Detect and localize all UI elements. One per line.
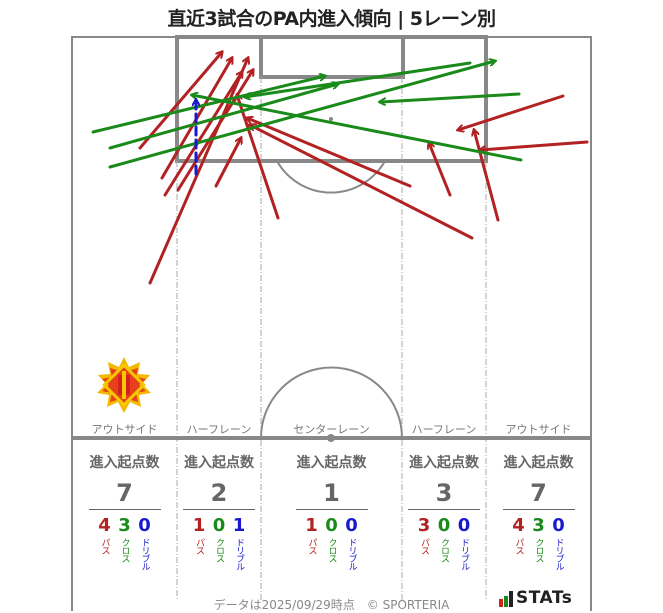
dribble-label: ドリブル <box>459 538 469 570</box>
pass-arrow <box>176 70 253 192</box>
stat-header: 進入起点数 <box>184 455 254 471</box>
stat-header: 進入起点数 <box>89 455 160 471</box>
pass-label: パス <box>306 538 317 554</box>
dribble-label: ドリブル <box>553 538 564 570</box>
lane-label-right-outside: アウトサイド <box>505 423 572 436</box>
footer-note: データは2025/09/29時点 © SPORTERIA <box>213 598 450 612</box>
cross-arrow <box>380 92 521 102</box>
stat-total: 1 <box>323 479 340 507</box>
pass-arrow <box>138 52 222 150</box>
team-crest-icon <box>97 357 151 413</box>
cross-arrow <box>108 61 495 169</box>
stat-header: 進入起点数 <box>409 455 479 471</box>
pass-count: 3 <box>417 515 431 536</box>
pass-arrow <box>148 58 248 285</box>
pass-label: パス <box>99 538 110 554</box>
center-spot <box>327 434 335 442</box>
cross-label: クロス <box>119 538 130 562</box>
pass-label: パス <box>419 538 429 554</box>
lane-label-center: センターレーン <box>293 423 370 436</box>
dribble-count: 0 <box>457 515 471 536</box>
lane-label-left-halfspace: ハーフレーン <box>186 423 252 436</box>
cross-count: 0 <box>325 515 338 536</box>
pass-count: 4 <box>512 515 525 536</box>
stat-total: 3 <box>435 479 453 507</box>
stat-header: 進入起点数 <box>296 455 367 471</box>
stat-total: 7 <box>116 479 133 507</box>
goal-area <box>259 35 405 79</box>
dribble-label: ドリブル <box>346 538 357 570</box>
cross-arrow <box>245 61 472 97</box>
stat-header: 進入起点数 <box>503 455 574 471</box>
cross-label: クロス <box>439 538 449 562</box>
dribble-label: ドリブル <box>234 538 244 570</box>
dribble-count: 0 <box>345 515 358 536</box>
pass-label: パス <box>194 538 204 554</box>
cross-count: 0 <box>212 515 226 536</box>
lane-label-right-halfspace: ハーフレーン <box>411 423 477 436</box>
lane-label-left-outside: アウトサイド <box>91 423 158 436</box>
stats-logo: STATs <box>499 589 572 607</box>
penalty-arc <box>276 160 386 194</box>
stat-total: 7 <box>530 479 547 507</box>
entry-arrows <box>91 52 589 285</box>
dribble-count: 1 <box>232 515 246 536</box>
cross-label: クロス <box>214 538 224 562</box>
cross-arrow <box>91 76 325 134</box>
cross-count: 3 <box>532 515 545 536</box>
cross-label: クロス <box>533 538 544 562</box>
pass-arrow <box>250 125 474 240</box>
pass-arrow <box>429 143 452 197</box>
stat-total: 2 <box>210 479 228 507</box>
cross-arrow <box>192 95 523 162</box>
cross-count: 0 <box>437 515 451 536</box>
lane-stats-right-halfspace: 進入起点数 3 3 パス 0 クロス 0 ドリブル <box>402 452 486 570</box>
dribble-count: 0 <box>552 515 565 536</box>
center-circle <box>260 366 403 439</box>
pass-arrow <box>458 94 565 130</box>
pass-count: 1 <box>305 515 318 536</box>
pass-label: パス <box>513 538 524 554</box>
pass-arrow <box>163 72 242 197</box>
pass-count: 4 <box>98 515 111 536</box>
lane-stats-center: 進入起点数 1 1 パス 0 クロス 0 ドリブル <box>261 452 402 570</box>
dribble-count: 0 <box>138 515 151 536</box>
pass-arrow <box>480 140 589 150</box>
lane-stats-left-halfspace: 進入起点数 2 1 パス 0 クロス 1 ドリブル <box>177 452 261 570</box>
pass-arrow <box>237 95 280 220</box>
dribble-label: ドリブル <box>139 538 150 570</box>
pass-arrow <box>474 130 500 222</box>
pass-arrow <box>214 138 241 188</box>
stats-brand: STATs <box>516 588 573 608</box>
bar-chart-icon <box>499 591 513 607</box>
pass-count: 1 <box>192 515 206 536</box>
lane-stats-left-outside: 進入起点数 7 4 パス 3 クロス 0 ドリブル <box>72 452 177 570</box>
page-title: 直近3試合のPA内進入傾向 | 5レーン別 <box>167 8 496 30</box>
cross-arrow <box>108 84 338 150</box>
lane-stats-right-outside: 進入起点数 7 4 パス 3 クロス 0 ドリブル <box>486 452 591 570</box>
cross-label: クロス <box>326 538 337 562</box>
pass-arrow <box>247 118 412 188</box>
cross-count: 3 <box>118 515 131 536</box>
